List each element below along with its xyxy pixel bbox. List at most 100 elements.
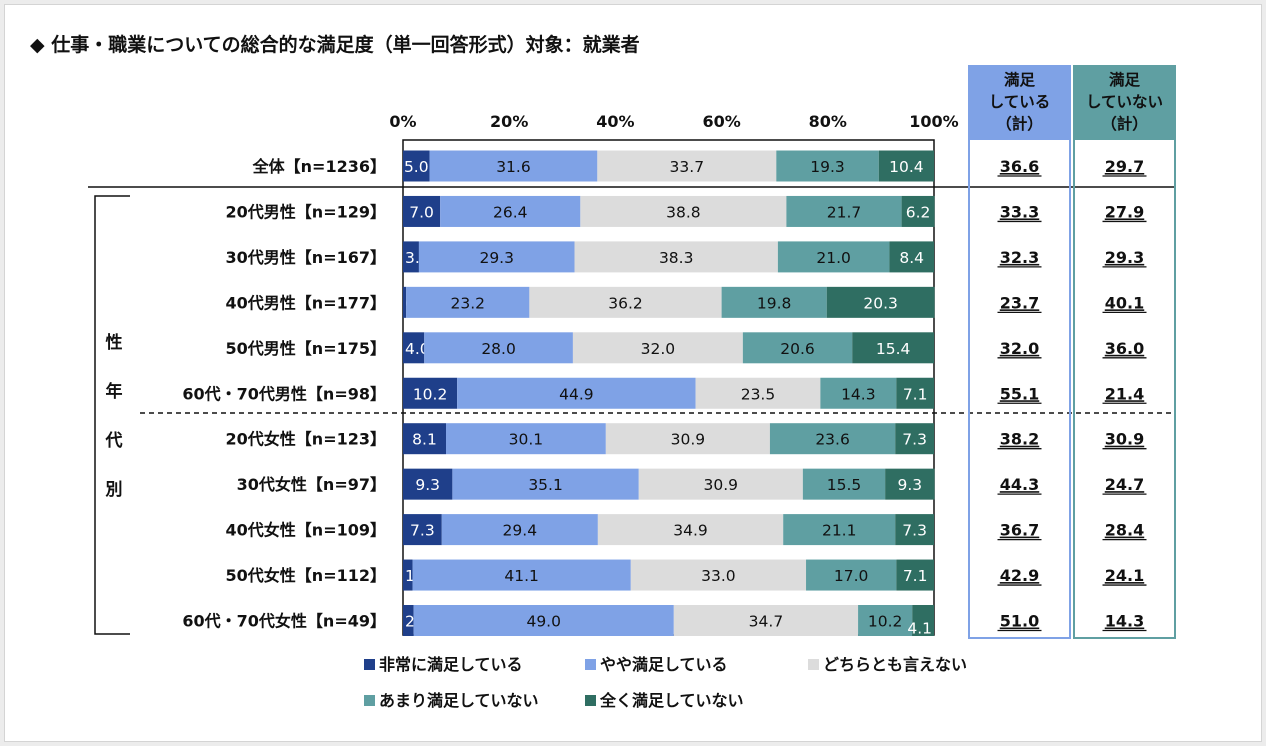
bar-data-label: 21.1 [822,522,857,540]
bar-data-label: 36.2 [608,294,643,312]
bar-data-label: 21.7 [827,203,862,221]
bar-segment [878,150,934,182]
summary-value: 14.3 [1105,612,1144,631]
summary-header-text: していない [1086,93,1163,111]
bar-data-label: 19.8 [757,294,792,312]
bar-data-label: 8.1 [412,431,437,449]
group-label-char: 性 [106,332,123,353]
bar-data-label: 9.3 [415,476,440,494]
summary-value: 36.7 [1000,521,1039,540]
summary-value: 23.7 [1000,293,1039,312]
category-label: 20代男性【n=129】 [226,202,386,221]
bar-segment [820,377,897,409]
bar-segment [769,423,896,455]
summary-value: 55.1 [1000,384,1039,403]
summary-value: 36.0 [1105,339,1144,358]
bar-data-label: 21.0 [816,249,851,267]
bar-segment [452,468,639,500]
bar-data-label: 10.4 [889,158,924,176]
bar-data-label: 19.3 [810,158,845,176]
summary-value: 29.7 [1105,157,1144,176]
x-tick-label: 40% [596,112,634,131]
bar-data-label: 7.3 [902,522,927,540]
group-label-char: 年 [106,381,123,402]
chart-title: ◆ 仕事・職業についての総合的な満足度（単一回答形式）対象：就業者 [30,34,640,56]
bar-data-label: 29.3 [479,249,514,267]
category-label: 50代女性【n=112】 [226,566,386,585]
bar-segment [777,241,890,273]
group-bracket [94,195,130,635]
x-tick-label: 80% [809,112,847,131]
summary-value: 40.1 [1105,293,1144,312]
bar-segment [403,241,419,273]
bar-segment [786,195,902,227]
bar-data-label: 38.8 [666,203,701,221]
bar-segment [889,241,934,273]
bar-segment [574,241,778,273]
bar-segment [403,559,413,591]
bar-data-label: 34.9 [673,522,708,540]
x-tick-label: 60% [702,112,740,131]
bar-segment [896,559,934,591]
bar-segment [901,195,935,227]
bar-data-label: 30.9 [671,431,706,449]
bar-segment [429,150,598,182]
bar-segment [885,468,935,500]
bar-segment [403,332,425,364]
bar-segment [605,423,770,455]
bar-segment [441,514,598,546]
bar-data-label: 4.0 [405,340,430,358]
group-label-char: 代 [105,430,123,451]
summary-column-border [968,65,1071,639]
category-label: 20代女性【n=123】 [226,430,386,449]
bar-segment [826,286,935,318]
bar-data-label: 23.6 [815,431,850,449]
bar-segment [580,195,787,227]
bar-segment [783,514,896,546]
summary-value: 21.4 [1105,384,1144,403]
bar-data-label: 26.4 [493,203,528,221]
bar-segment [896,377,934,409]
bar-segment [695,377,821,409]
bar-segment [418,241,575,273]
summary-header-bg [1074,66,1175,140]
bar-segment [776,150,879,182]
bar-data-label: 44.9 [559,385,594,403]
x-tick-label: 0% [389,112,416,131]
bar-data-label: 4.1 [907,620,932,638]
bar-data-label: 28.0 [481,340,516,358]
bar-data-label: 30.1 [509,431,544,449]
bar-data-label: 9.3 [898,476,923,494]
legend-swatch [585,695,596,706]
bar-segment [638,468,803,500]
legend-swatch [364,659,375,670]
bar-segment [858,605,913,636]
x-tick-label: 100% [909,112,958,131]
legend-swatch [808,659,819,670]
bar-segment [742,332,853,364]
bar-segment [806,559,897,591]
bar-segment [424,332,573,364]
bar-segment [403,423,447,455]
bar-segment [446,423,606,455]
bar-segment [440,195,581,227]
bar-segment [403,514,442,546]
bar-data-label: 15.4 [876,340,911,358]
bar-data-label: 5.0 [404,158,429,176]
legend-label: やや満足している [600,655,728,674]
x-tick-label: 20% [490,112,528,131]
bar-segment [597,150,777,182]
summary-header-text: （計） [1101,114,1148,133]
summary-value: 32.0 [1000,339,1039,358]
category-label: 50代男性【n=175】 [226,339,386,358]
bar-segment [673,605,859,636]
bar-segment [403,286,407,318]
bar-segment [630,559,807,591]
summary-value: 36.6 [1000,157,1039,176]
summary-column-border [1073,65,1176,639]
legend-label: 非常に満足している [379,655,523,674]
category-label: 全体【n=1236】 [252,157,386,176]
bar-segment [403,605,414,636]
category-label: 60代・70代女性【n=49】 [182,612,386,631]
category-label: 40代男性【n=177】 [226,293,386,312]
